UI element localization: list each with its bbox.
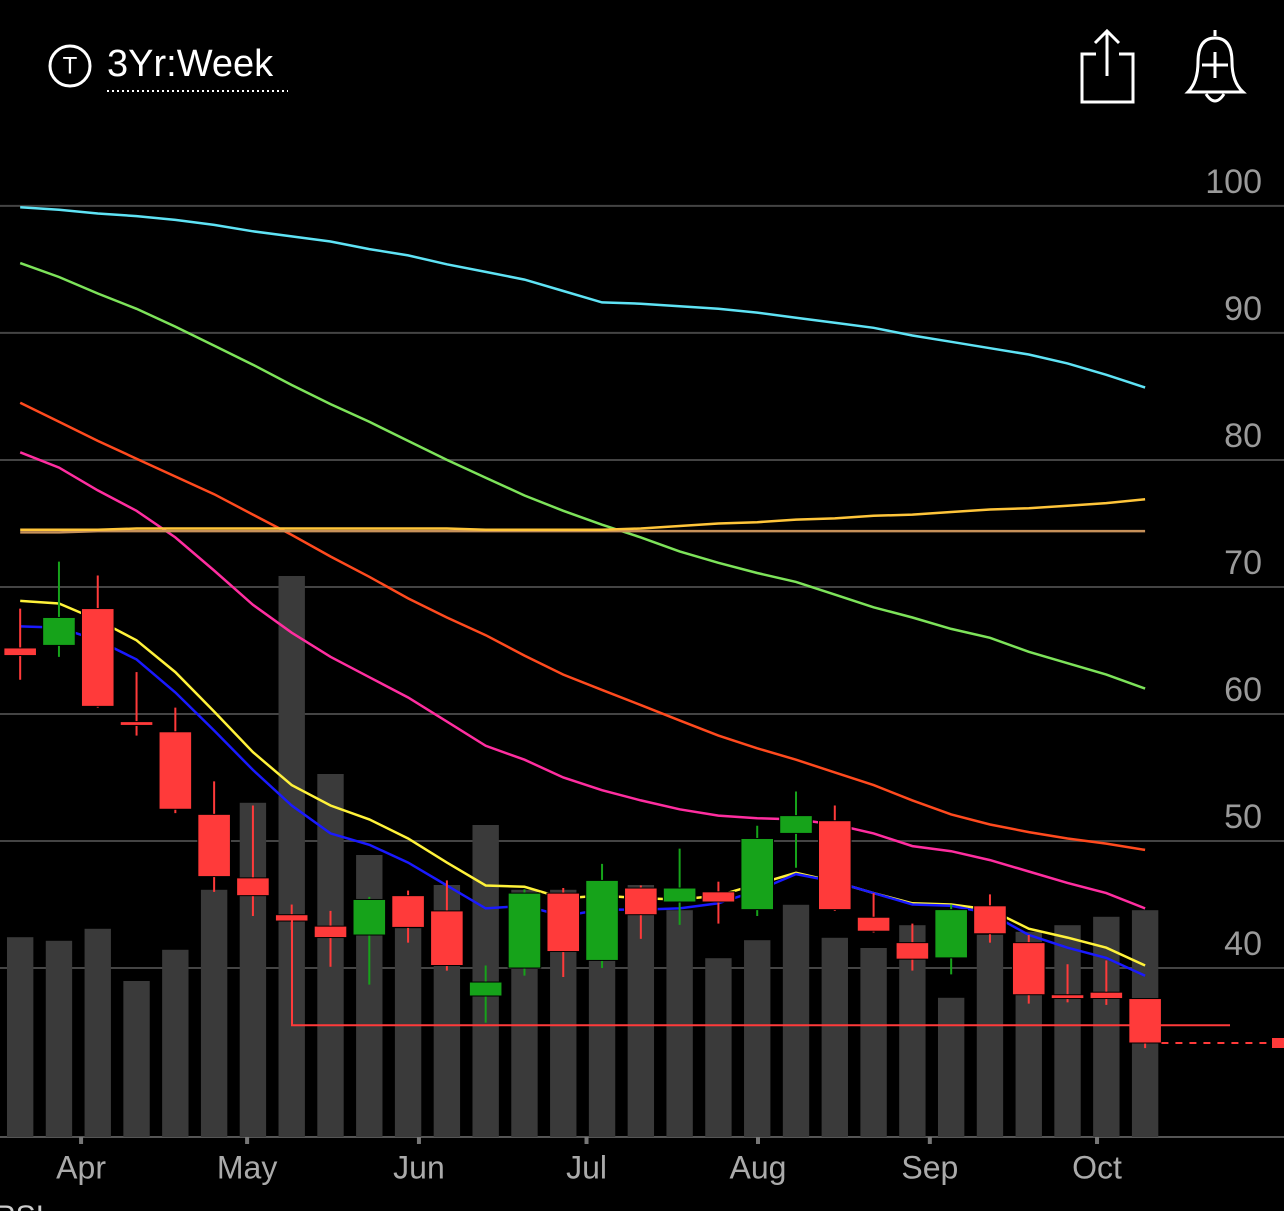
candle-body [856,916,891,932]
moving-average-line [19,261,1146,690]
bell-plus [1202,52,1228,78]
volume-bar [744,940,771,1137]
x-tick-label: Oct [1072,1149,1122,1185]
candle-body [430,910,464,967]
candle-body [895,942,930,960]
candle-body [352,898,387,936]
type-icon[interactable] [48,44,92,88]
candle-body [42,616,76,646]
volume-bar [666,910,693,1137]
moving-average-line [19,401,1146,852]
moving-average-line [20,625,1146,977]
volume-bar [860,948,887,1137]
candle-body [507,892,542,969]
volume-bar [45,940,73,1137]
indicator-label: RSI [0,1200,44,1211]
bell-clapper [1204,93,1226,103]
moving-average-line [20,205,1146,389]
volume-bar [705,958,732,1137]
candle-body [3,647,37,657]
volume-bar [278,576,305,1137]
moving-average-line [20,529,1146,534]
y-tick-label: 80 [1224,417,1262,455]
candle-body [585,879,619,961]
candle-body [818,820,852,911]
candle-body [158,731,193,810]
x-tick-label: May [217,1149,277,1185]
header: T 3Yr:Week [48,28,1247,104]
volume-bar [162,949,189,1137]
volume-bar [84,928,111,1137]
x-tick-label: Apr [56,1149,106,1185]
y-tick-label: 70 [1224,544,1262,582]
y-tick-label: 50 [1224,798,1262,836]
candle-body [624,887,658,916]
candle-body [779,815,813,834]
last-price-marker [1272,1038,1284,1048]
candle-body [80,608,115,707]
x-tick-label: Aug [730,1149,787,1185]
candle-body [973,905,1007,935]
moving-average-line [20,599,1146,967]
volume-bar [1093,916,1120,1137]
y-tick-label: 100 [1205,163,1262,201]
moving-average-line [20,498,1146,532]
candle-body [740,837,775,911]
support-line [291,920,1230,1027]
volume-bar [6,937,34,1137]
candle-body [1011,942,1046,996]
share-box [1080,52,1135,104]
x-tick-label: Jul [566,1149,607,1185]
volume-bar [937,997,965,1137]
candle-body [391,895,425,928]
candle-body [119,721,154,726]
candle-body [1128,998,1162,1044]
bell [1184,30,1247,94]
candle-body [662,887,697,903]
volume-bar [821,937,848,1137]
y-tick-label: 40 [1224,925,1262,963]
plot: 40 50 60 70 80 90 100 Apr May Jun Jul Aug Sep Oct RSI [0,163,1284,1211]
candle-body [934,909,968,959]
moving-average-line [19,451,1146,910]
y-tick-label: 90 [1224,290,1262,328]
candle-body [546,892,581,953]
alert-button[interactable] [1184,30,1247,103]
x-tick-label: Jun [393,1149,445,1185]
volume-bar [394,928,422,1137]
timeframe[interactable]: 3Yr:Week [107,43,274,85]
share-button[interactable] [1080,28,1135,104]
volume-bar [200,889,228,1137]
volume-bar [976,934,1004,1137]
x-tick-label: Sep [901,1149,958,1185]
candle-body [701,891,736,903]
candle-body [313,925,348,939]
candle-body [274,914,309,922]
y-tick-label: 60 [1224,671,1262,709]
candle-body [197,813,231,878]
type-icon-letter: T [63,52,78,79]
candle-body [1050,994,1085,1000]
volume-bar [1054,925,1081,1137]
candle-body [468,981,503,997]
candle-body [236,877,270,897]
candle-body [1089,991,1124,1000]
volume-bar [782,904,810,1137]
volume-bar [588,940,616,1137]
share-arrow [1093,28,1121,76]
volume-bar [123,981,150,1137]
